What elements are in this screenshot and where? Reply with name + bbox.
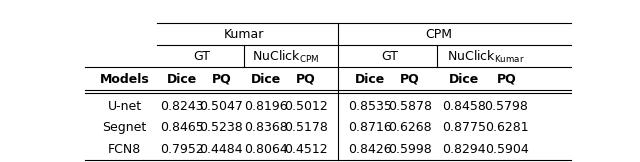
Text: 0.8243: 0.8243 — [160, 100, 204, 113]
Text: 0.6281: 0.6281 — [484, 122, 529, 134]
Text: U-net: U-net — [108, 100, 141, 113]
Text: NuClick$_{\mathregular{CPM}}$: NuClick$_{\mathregular{CPM}}$ — [252, 49, 319, 65]
Text: 0.5878: 0.5878 — [388, 100, 432, 113]
Text: GT: GT — [381, 50, 399, 63]
Text: 0.8064: 0.8064 — [244, 143, 288, 156]
Text: 0.8535: 0.8535 — [348, 100, 392, 113]
Text: 0.5904: 0.5904 — [484, 143, 529, 156]
Text: PQ: PQ — [296, 73, 316, 86]
Text: PQ: PQ — [211, 73, 231, 86]
Text: 0.8458: 0.8458 — [442, 100, 486, 113]
Text: 0.8716: 0.8716 — [348, 122, 392, 134]
Text: Dice: Dice — [355, 73, 385, 86]
Text: 0.6268: 0.6268 — [388, 122, 431, 134]
Text: 0.5798: 0.5798 — [484, 100, 529, 113]
Text: Dice: Dice — [166, 73, 197, 86]
Text: 0.5178: 0.5178 — [284, 122, 328, 134]
Text: 0.8426: 0.8426 — [348, 143, 392, 156]
Text: 0.5238: 0.5238 — [200, 122, 243, 134]
Text: 0.4484: 0.4484 — [200, 143, 243, 156]
Text: 0.4512: 0.4512 — [284, 143, 328, 156]
Text: 0.8465: 0.8465 — [160, 122, 204, 134]
Text: GT: GT — [193, 50, 210, 63]
Text: Models: Models — [100, 73, 150, 86]
Text: CPM: CPM — [425, 28, 452, 41]
Text: 0.5012: 0.5012 — [284, 100, 328, 113]
Text: Segnet: Segnet — [102, 122, 147, 134]
Text: NuClick$_{\mathregular{Kumar}}$: NuClick$_{\mathregular{Kumar}}$ — [447, 49, 524, 65]
Text: Dice: Dice — [251, 73, 281, 86]
Text: 0.5998: 0.5998 — [388, 143, 432, 156]
Text: Kumar: Kumar — [223, 28, 264, 41]
Text: 0.8294: 0.8294 — [443, 143, 486, 156]
Text: 0.8775: 0.8775 — [442, 122, 486, 134]
Text: 0.5047: 0.5047 — [200, 100, 243, 113]
Text: PQ: PQ — [400, 73, 420, 86]
Text: 0.8368: 0.8368 — [244, 122, 288, 134]
Text: 0.7952: 0.7952 — [160, 143, 204, 156]
Text: Dice: Dice — [449, 73, 479, 86]
Text: 0.8196: 0.8196 — [244, 100, 288, 113]
Text: FCN8: FCN8 — [108, 143, 141, 156]
Text: PQ: PQ — [497, 73, 516, 86]
